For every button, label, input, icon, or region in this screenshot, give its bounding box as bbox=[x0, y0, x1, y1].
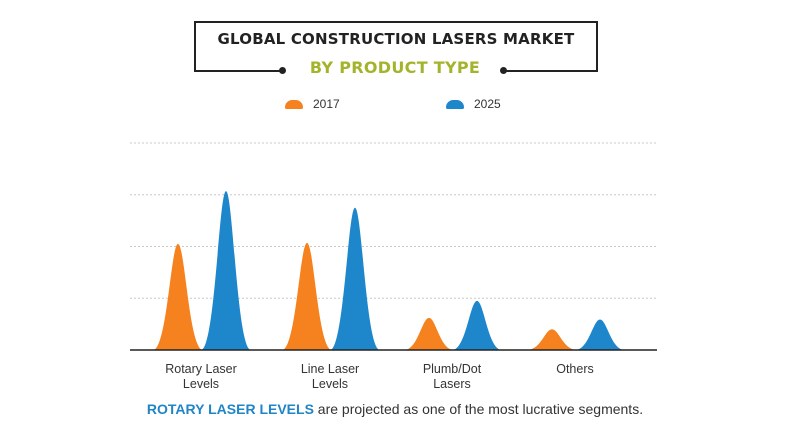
footnote-text: are projected as one of the most lucrati… bbox=[313, 401, 644, 417]
chart-title: GLOBAL CONSTRUCTION LASERS MARKET bbox=[217, 30, 575, 48]
title-frame-dot-left bbox=[279, 67, 286, 74]
peak-2017-1 bbox=[282, 242, 332, 350]
legend-swatch-2017 bbox=[285, 99, 303, 109]
legend-item-2025: 2025 bbox=[446, 97, 501, 111]
peak-2017-3 bbox=[527, 329, 577, 350]
peak-2025-3 bbox=[575, 319, 625, 350]
category-label-2: Plumb/Dot Lasers bbox=[423, 362, 482, 391]
title-frame-underline-left bbox=[194, 70, 282, 72]
legend-swatch-2025 bbox=[446, 99, 464, 109]
footnote-highlight: ROTARY LASER LEVELS bbox=[146, 401, 314, 417]
peak-2017-0 bbox=[153, 243, 203, 350]
legend-label-2017: 2017 bbox=[313, 97, 340, 111]
footnote: ROTARY LASER LEVELS are projected as one… bbox=[0, 401, 790, 417]
peak-2025-0 bbox=[201, 191, 251, 350]
category-label-0: Rotary Laser Levels bbox=[165, 362, 237, 391]
legend-label-2025: 2025 bbox=[474, 97, 501, 111]
category-label-3: Others bbox=[556, 362, 594, 376]
category-label-1: Line Laser Levels bbox=[301, 362, 359, 391]
title-frame-underline-right bbox=[503, 70, 598, 72]
peak-2017-2 bbox=[404, 317, 454, 350]
chart-subtitle: BY PRODUCT TYPE bbox=[309, 58, 481, 77]
peak-2025-2 bbox=[452, 300, 502, 350]
peak-2025-1 bbox=[330, 207, 380, 350]
legend-item-2017: 2017 bbox=[285, 97, 340, 111]
title-frame-dot-right bbox=[500, 67, 507, 74]
title-frame bbox=[194, 21, 598, 71]
